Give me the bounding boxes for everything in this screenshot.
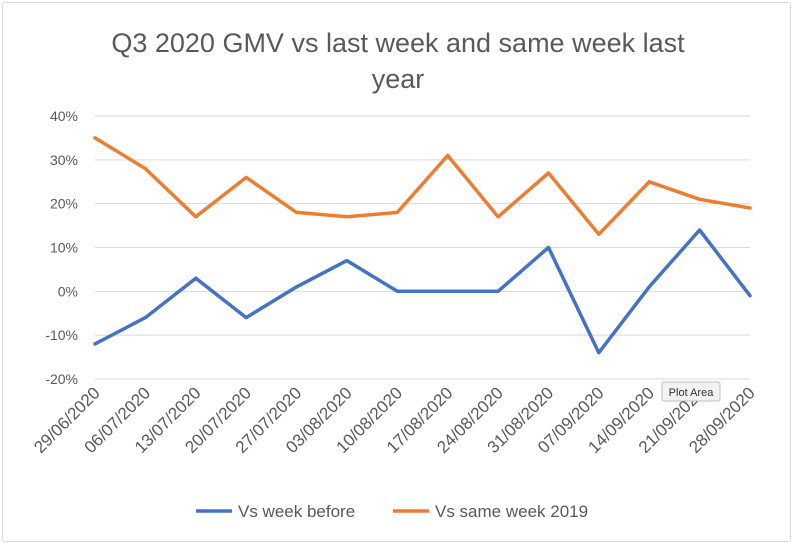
y-axis-ticks: 40% 30% 20% 10% 0% -10% -20%	[45, 108, 78, 387]
data-point	[496, 215, 500, 219]
data-point	[93, 342, 97, 346]
x-axis-ticks: 29/06/202006/07/202013/07/202020/07/2020…	[30, 383, 759, 457]
tooltip-text: Plot Area	[669, 387, 715, 399]
chart-title-line-2: year	[372, 64, 425, 94]
plot-area-tooltip: Plot Area	[661, 381, 721, 402]
chart-title-line-1: Q3 2020 GMV vs last week and same week l…	[111, 28, 685, 58]
data-point	[93, 136, 97, 140]
y-tick-label: 40%	[50, 108, 78, 124]
data-point	[345, 215, 349, 219]
data-point	[748, 206, 752, 210]
y-tick-label: 20%	[50, 196, 78, 212]
legend-label: Vs same week 2019	[435, 502, 588, 521]
y-tick-label: 10%	[50, 240, 78, 256]
gridlines	[95, 115, 750, 380]
legend: Vs week before Vs same week 2019	[196, 502, 588, 521]
data-point	[446, 289, 450, 293]
data-point	[295, 210, 299, 214]
data-point	[546, 246, 550, 249]
series-lines	[93, 136, 752, 355]
data-point	[546, 171, 550, 175]
data-point	[698, 228, 702, 232]
data-point	[295, 285, 299, 289]
data-point	[496, 289, 500, 293]
data-point	[597, 351, 601, 355]
y-tick-label: 0%	[58, 283, 78, 299]
data-point	[395, 210, 399, 214]
data-point	[597, 232, 601, 236]
data-point	[698, 197, 702, 201]
data-point	[748, 294, 752, 298]
data-point	[143, 316, 147, 320]
data-point	[446, 153, 450, 157]
data-point	[194, 215, 198, 219]
tooltip-box	[661, 381, 721, 402]
data-point	[194, 276, 198, 280]
data-point	[647, 285, 651, 289]
data-point	[143, 167, 147, 171]
data-point	[647, 180, 651, 184]
chart-title: Q3 2020 GMV vs last week and same week l…	[111, 28, 685, 94]
series-line-vs-week-before	[93, 228, 752, 355]
series-line-vs-same-week-2019	[93, 136, 752, 237]
y-tick-label: -20%	[45, 371, 78, 387]
legend-label: Vs week before	[238, 502, 355, 521]
y-tick-label: -10%	[45, 327, 78, 343]
data-point	[345, 259, 349, 263]
y-tick-label: 30%	[50, 152, 78, 168]
data-point	[395, 289, 399, 293]
data-point	[244, 175, 248, 179]
data-point	[244, 316, 248, 320]
